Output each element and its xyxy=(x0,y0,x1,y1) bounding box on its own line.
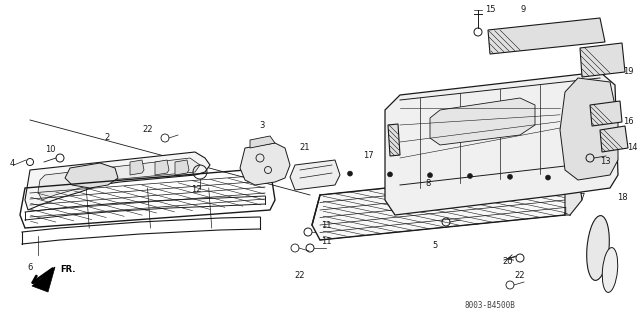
Polygon shape xyxy=(590,101,622,126)
Polygon shape xyxy=(175,160,189,175)
Text: 22: 22 xyxy=(143,125,153,135)
Text: 7: 7 xyxy=(579,192,585,202)
Polygon shape xyxy=(32,267,55,292)
Text: 18: 18 xyxy=(617,194,627,203)
Text: 19: 19 xyxy=(623,68,633,77)
Circle shape xyxy=(348,171,353,176)
Circle shape xyxy=(545,175,550,180)
Text: 10: 10 xyxy=(45,145,55,154)
Text: 17: 17 xyxy=(363,151,373,160)
Circle shape xyxy=(508,174,513,179)
Text: 13: 13 xyxy=(600,158,611,167)
Text: 12: 12 xyxy=(191,186,201,195)
Polygon shape xyxy=(130,160,144,175)
Polygon shape xyxy=(38,158,200,200)
Text: 1: 1 xyxy=(563,207,568,217)
Polygon shape xyxy=(488,18,605,54)
Text: 2: 2 xyxy=(104,133,109,143)
Text: 14: 14 xyxy=(627,144,637,152)
Text: 21: 21 xyxy=(300,144,310,152)
Circle shape xyxy=(387,172,392,177)
Polygon shape xyxy=(290,160,340,190)
Polygon shape xyxy=(385,72,618,215)
Text: 8: 8 xyxy=(426,179,431,188)
Text: 4: 4 xyxy=(10,159,15,167)
Polygon shape xyxy=(155,160,169,175)
Circle shape xyxy=(428,173,433,178)
Ellipse shape xyxy=(587,216,609,280)
Text: 16: 16 xyxy=(623,116,634,125)
Text: 11: 11 xyxy=(321,220,332,229)
Text: 11: 11 xyxy=(321,238,332,247)
Text: 15: 15 xyxy=(484,5,495,14)
Text: 22: 22 xyxy=(515,271,525,280)
Ellipse shape xyxy=(602,248,618,293)
Text: 6: 6 xyxy=(28,263,33,272)
Polygon shape xyxy=(388,124,400,156)
Circle shape xyxy=(467,174,472,179)
Polygon shape xyxy=(565,170,582,215)
Text: 3: 3 xyxy=(259,121,265,130)
Polygon shape xyxy=(250,136,275,148)
Text: 22: 22 xyxy=(295,271,305,279)
Polygon shape xyxy=(600,126,628,152)
Text: 9: 9 xyxy=(520,5,525,14)
Polygon shape xyxy=(430,98,535,145)
Text: FR.: FR. xyxy=(60,265,76,275)
Polygon shape xyxy=(65,163,118,188)
Polygon shape xyxy=(580,43,625,77)
Text: 20: 20 xyxy=(503,257,513,266)
Text: 8003-B4500B: 8003-B4500B xyxy=(465,300,515,309)
Polygon shape xyxy=(25,152,210,210)
Text: 5: 5 xyxy=(433,241,438,249)
Polygon shape xyxy=(560,78,618,180)
Polygon shape xyxy=(312,170,570,240)
Polygon shape xyxy=(240,143,290,185)
